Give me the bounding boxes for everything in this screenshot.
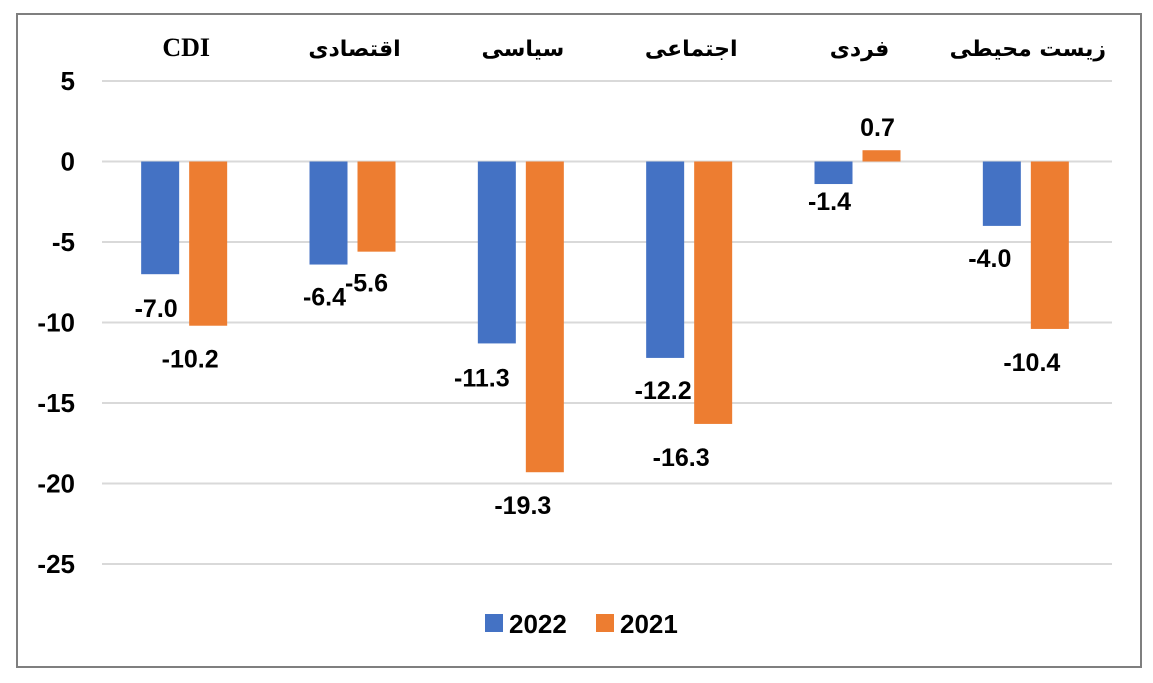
bar-2021-5	[1030, 161, 1069, 329]
chart-border	[16, 13, 1142, 668]
data-label: -11.3	[454, 364, 510, 392]
data-label: -1.4	[808, 188, 851, 216]
data-label: -10.4	[1003, 349, 1060, 377]
legend-label: 2022	[509, 609, 567, 639]
y-tick-label: 0	[61, 147, 75, 177]
category-label: اجتماعی	[645, 37, 738, 62]
data-label: -12.2	[635, 377, 692, 405]
legend-swatch-2022	[485, 614, 503, 632]
category-label: سیاسی	[481, 37, 564, 62]
data-label: -4.0	[968, 245, 1011, 273]
bar-2021-3	[694, 161, 733, 424]
bar-2021-0	[189, 161, 228, 326]
category-labels: CDI اقتصادی سیاسی اجتماعی فردی زیست محیطی	[162, 33, 1106, 62]
y-tick-label: -10	[37, 308, 75, 338]
data-label: 0.7	[860, 114, 895, 142]
data-label: -16.3	[653, 444, 710, 472]
y-axis-tick-labels: 5 0 -5 -10 -15 -20 -25	[37, 66, 75, 579]
data-label: -10.2	[162, 346, 219, 374]
legend-swatch-2021	[596, 614, 614, 632]
bar-2022-4	[814, 161, 853, 185]
data-label: -5.6	[345, 270, 388, 298]
bar-2022-0	[141, 161, 180, 275]
bars	[141, 150, 1069, 473]
legend: 2022 2021	[485, 609, 678, 639]
category-label: CDI	[162, 33, 210, 62]
y-tick-label: -20	[37, 469, 75, 499]
category-label: زیست محیطی	[950, 37, 1106, 62]
bar-2021-2	[525, 161, 564, 473]
data-label: -7.0	[135, 295, 178, 323]
bar-2021-4	[862, 150, 901, 162]
y-tick-label: -5	[52, 227, 75, 257]
data-label: -19.3	[494, 492, 551, 520]
bar-2022-2	[477, 161, 516, 344]
y-tick-label: -25	[37, 549, 75, 579]
y-tick-label: 5	[61, 66, 75, 96]
bar-2022-1	[309, 161, 348, 265]
data-labels: -7.0 -10.2 -6.4-5.6 -11.3 -19.3 -12.2 -16.3 -1.…	[135, 114, 1061, 520]
bar-2022-5	[982, 161, 1021, 226]
data-label: -6.4	[303, 284, 346, 312]
legend-label: 2021	[620, 609, 678, 639]
gridlines	[102, 80, 1112, 565]
category-label: فردی	[830, 37, 890, 62]
y-tick-label: -15	[37, 388, 75, 418]
bar-2022-3	[646, 161, 685, 358]
bar-2021-1	[357, 161, 396, 252]
category-label: اقتصادی	[308, 37, 400, 62]
